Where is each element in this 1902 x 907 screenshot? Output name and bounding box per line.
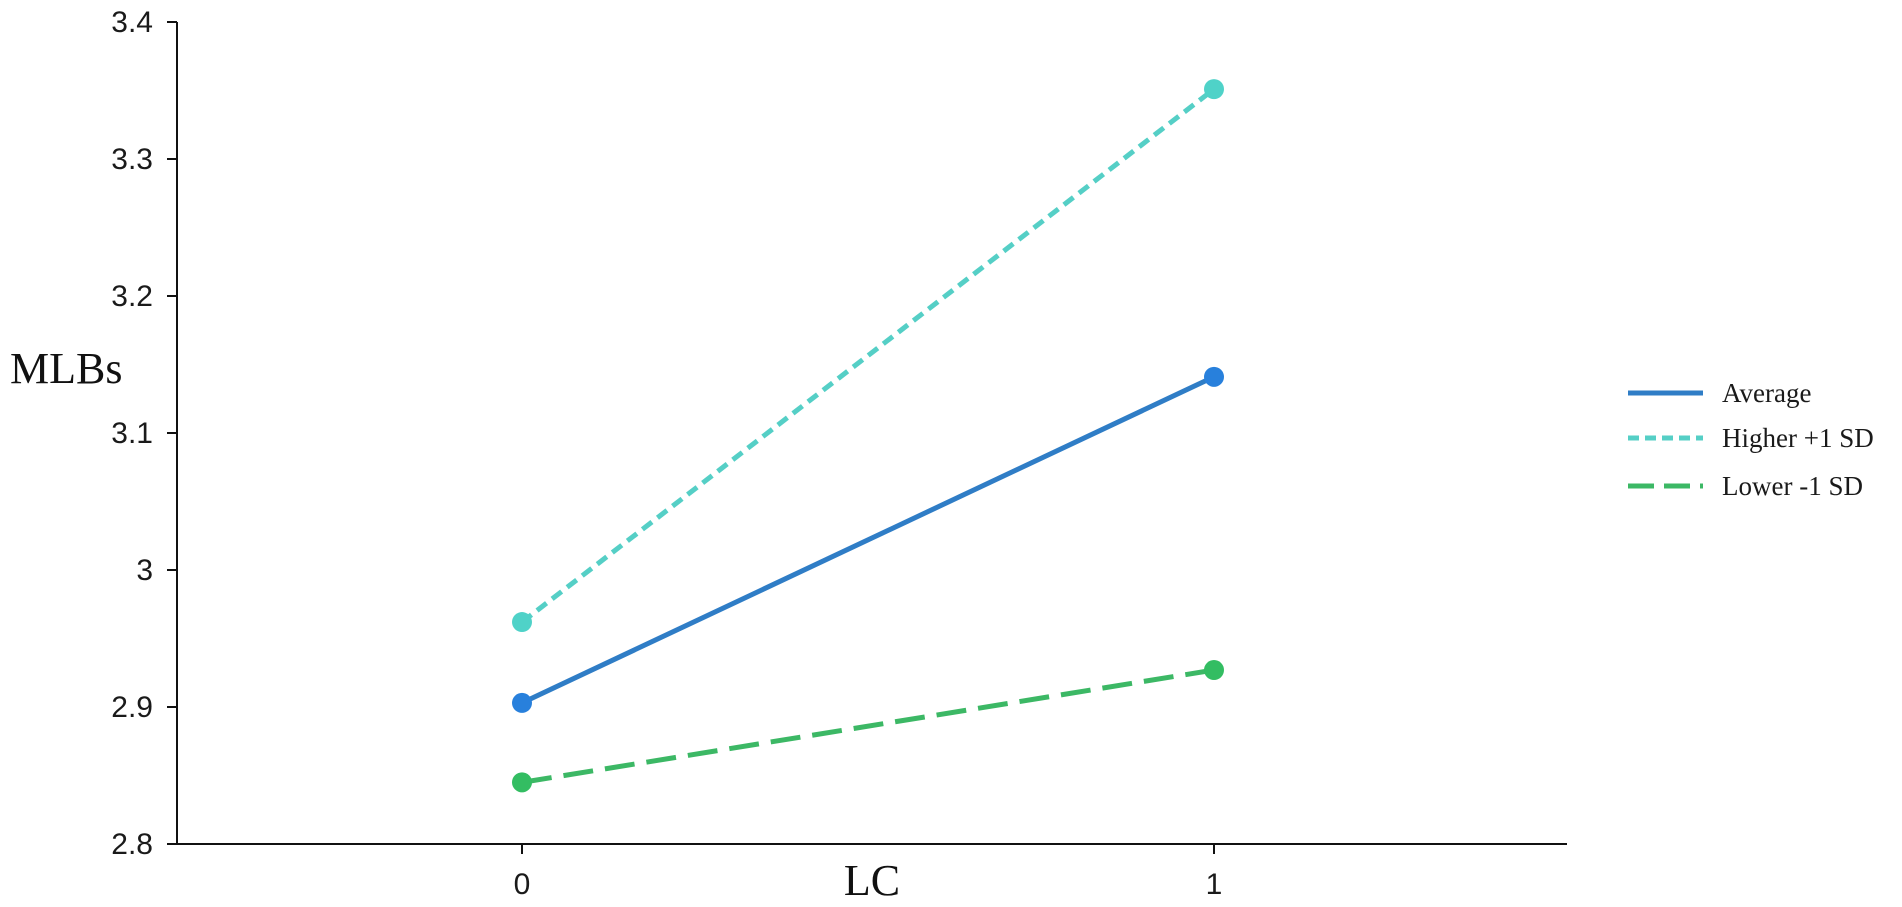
y-axis-ticks: 2.8 2.9 3 3.1 3.2 3.3 3.4 — [111, 6, 177, 861]
y-tick-label: 3.1 — [111, 417, 153, 450]
legend-label: Higher +1 SD — [1722, 423, 1874, 453]
series-line-0 — [520, 374, 1216, 706]
data-point — [512, 772, 532, 793]
y-tick-label: 3.2 — [111, 280, 153, 313]
data-point — [512, 692, 532, 713]
y-tick-label: 2.9 — [111, 691, 153, 724]
legend: Average Higher +1 SD Lower -1 SD — [1628, 378, 1874, 501]
series-line-1 — [520, 87, 1216, 625]
y-tick-label: 2.8 — [111, 828, 153, 861]
series-line-2 — [521, 667, 1215, 785]
data-point — [1204, 79, 1224, 100]
y-tick-label: 3.3 — [111, 143, 153, 176]
legend-label: Lower -1 SD — [1722, 471, 1863, 501]
x-tick-label: 1 — [1206, 868, 1223, 901]
data-point — [512, 612, 532, 633]
y-tick-label: 3.4 — [111, 6, 153, 39]
data-point — [1204, 660, 1224, 681]
data-point — [1204, 366, 1224, 387]
y-tick-label: 3 — [136, 554, 153, 587]
x-tick-label: 0 — [514, 868, 531, 901]
y-axis-title: MLBs — [10, 344, 122, 393]
x-axis-title: LC — [844, 856, 900, 905]
legend-label: Average — [1722, 378, 1811, 408]
series-layer — [512, 79, 1224, 793]
